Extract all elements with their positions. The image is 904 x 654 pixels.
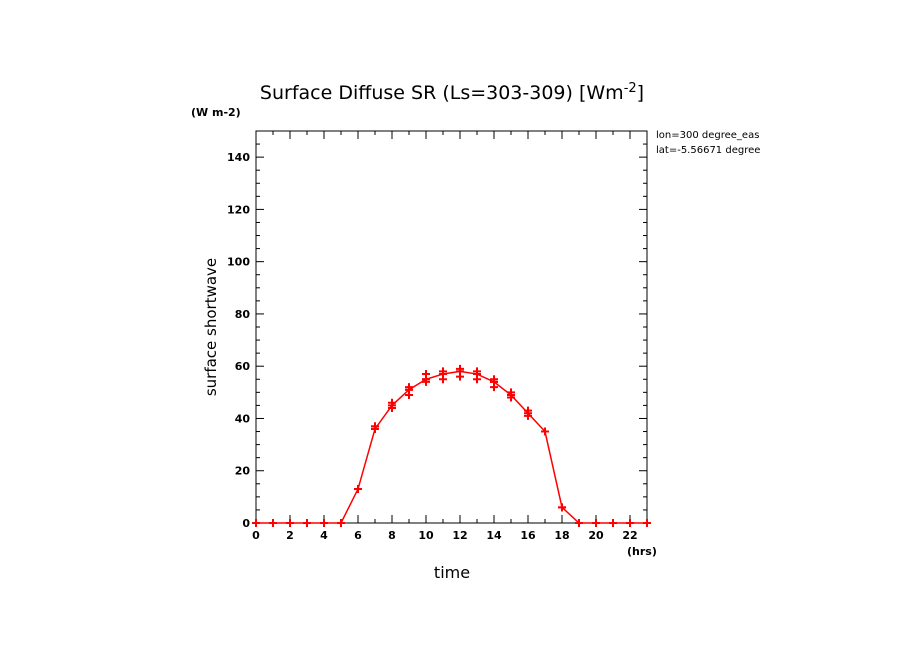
- y-tick-label: 140: [227, 151, 250, 164]
- x-tick-label: 8: [388, 529, 396, 542]
- data-point: [626, 519, 634, 527]
- x-tick-label: 2: [286, 529, 294, 542]
- x-tick-label: 12: [452, 529, 467, 542]
- sample-point: [405, 383, 413, 392]
- y-axis-label: surface shortwave: [202, 258, 220, 396]
- sample-point: [371, 422, 379, 431]
- x-tick-label: 4: [320, 529, 328, 542]
- x-tick-label: 20: [588, 529, 604, 542]
- x-units-label: (hrs): [627, 545, 657, 558]
- y-tick-label: 0: [242, 517, 250, 530]
- x-tick-label: 18: [554, 529, 569, 542]
- sample-point: [439, 367, 447, 376]
- y-tick-label: 80: [235, 308, 251, 321]
- data-point: [575, 519, 583, 527]
- data-point: [286, 519, 294, 527]
- sample-point: [558, 503, 566, 512]
- sample-point: [388, 398, 396, 407]
- sample-point: [456, 364, 464, 373]
- y-units-label: (W m-2): [191, 106, 241, 119]
- series-line: [256, 370, 647, 524]
- y-axis: 0 20 40 60 80 100 120 140: [227, 130, 647, 530]
- data-point: [609, 519, 617, 527]
- data-point: [592, 519, 600, 527]
- sample-point: [490, 375, 498, 384]
- sample-point: [507, 388, 515, 397]
- x-axis-label: time: [434, 563, 470, 582]
- chart-title: Surface Diffuse SR (Ls=303-309) [Wm-2]: [260, 81, 644, 104]
- x-tick-label: 16: [520, 529, 536, 542]
- data-point: [269, 519, 277, 527]
- y-tick-label: 60: [235, 360, 251, 373]
- annotation-lat: lat=-5.56671 degree: [656, 145, 760, 156]
- x-tick-label: 10: [418, 529, 434, 542]
- series-group: [252, 364, 651, 527]
- sample-point: [354, 485, 362, 494]
- y-tick-label: 100: [227, 256, 250, 269]
- annotation-lon: lon=300 degree_eas: [656, 130, 759, 141]
- y-tick-label: 120: [227, 203, 250, 216]
- x-tick-label: 22: [622, 529, 637, 542]
- data-point: [337, 519, 345, 527]
- data-point: [303, 519, 311, 527]
- data-point: [643, 519, 651, 527]
- y-tick-label: 20: [235, 465, 251, 478]
- chart-title-superscript: -2: [624, 81, 637, 96]
- sample-point: [473, 367, 481, 376]
- x-tick-label: 14: [486, 529, 502, 542]
- x-tick-label: 0: [252, 529, 260, 542]
- sample-point: [422, 370, 430, 379]
- data-point: [252, 519, 260, 527]
- plot-frame: [255, 130, 648, 524]
- x-axis: 0 2 4 6 8 10 12 14 16 18 20 22: [252, 131, 648, 542]
- sample-point: [541, 427, 549, 436]
- sample-point: [524, 406, 532, 415]
- x-tick-label: 6: [354, 529, 362, 542]
- data-point: [320, 519, 328, 527]
- y-tick-label: 40: [235, 412, 251, 425]
